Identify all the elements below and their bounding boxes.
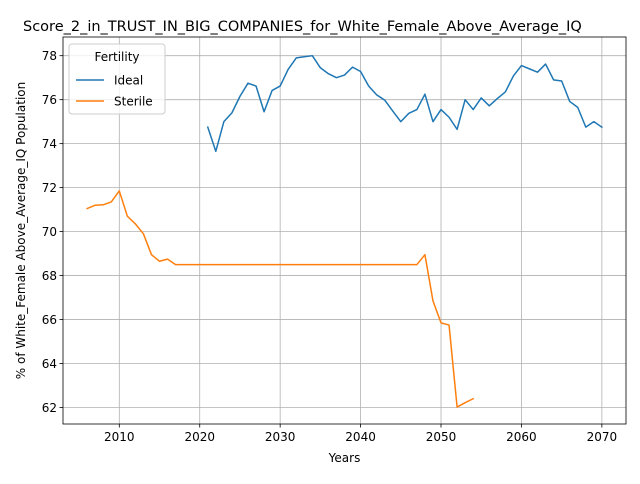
legend-label-ideal: Ideal	[114, 74, 143, 88]
y-tick-label: 74	[42, 137, 57, 151]
x-tick-label: 2030	[265, 430, 296, 444]
x-tick-label: 2060	[506, 430, 537, 444]
series-line-sterile	[86, 190, 475, 408]
chart-title: Score_2_in_TRUST_IN_BIG_COMPANIES_for_Wh…	[23, 19, 582, 35]
y-tick-label: 68	[42, 269, 57, 283]
y-tick-label: 70	[42, 225, 57, 239]
x-tick-label: 2020	[184, 430, 215, 444]
series-line-ideal	[206, 54, 603, 153]
y-tick-label: 78	[42, 49, 57, 63]
legend: Fertility Ideal Sterile	[68, 43, 166, 115]
legend-label-sterile: Sterile	[114, 95, 153, 109]
x-tick-label: 2070	[587, 430, 618, 444]
legend-title: Fertility	[94, 50, 139, 64]
plot-frame	[62, 36, 627, 425]
y-tick-label: 64	[42, 357, 57, 371]
y-tick-label: 72	[42, 181, 57, 195]
x-tick-label: 2050	[426, 430, 457, 444]
y-axis-label: % of White_Female Above_Average_IQ Popul…	[14, 82, 28, 379]
series-lines	[86, 54, 603, 408]
y-tick-label: 66	[42, 313, 57, 327]
legend-box	[68, 43, 166, 115]
legend-entries: Ideal Sterile	[76, 74, 153, 109]
y-tick-label: 76	[42, 93, 57, 107]
axis-ticks: 2010 2020 2030 2040 2050 2060 2070 62 64 66 68 70 72…	[42, 49, 617, 444]
y-tick-label: 62	[42, 401, 57, 415]
x-tick-label: 2040	[345, 430, 376, 444]
grid	[63, 37, 626, 424]
x-axis-label: Years	[328, 451, 361, 465]
x-tick-label: 2010	[104, 430, 135, 444]
